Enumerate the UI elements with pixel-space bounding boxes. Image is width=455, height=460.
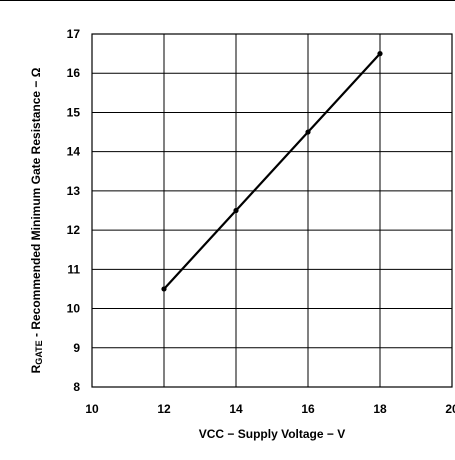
y-tick-label: 17 (67, 27, 81, 41)
y-axis-label-prefix: R (29, 364, 43, 373)
data-point (377, 51, 383, 57)
y-tick-label: 13 (67, 184, 81, 198)
y-tick-label: 15 (67, 105, 81, 119)
grid (92, 34, 452, 387)
y-tick-label: 14 (67, 145, 81, 159)
y-tick-label: 11 (67, 262, 80, 276)
x-tick-label: 20 (445, 402, 455, 416)
series-line (163, 52, 381, 290)
x-tick-label: 16 (301, 402, 315, 416)
x-tick-label: 18 (373, 402, 387, 416)
tick-labels: 10 12 14 16 18 20 8 9 10 11 12 13 14 15 16 17 (67, 27, 455, 416)
x-tick-label: 12 (157, 402, 171, 416)
plot-frame (91, 33, 453, 388)
data-point (233, 207, 239, 214)
x-tick-label: 10 (85, 402, 99, 416)
y-tick-label: 12 (67, 223, 81, 237)
y-tick-label: 8 (73, 380, 80, 394)
y-axis-label-subscript: GATE (34, 340, 44, 364)
y-tick-label: 9 (73, 341, 80, 355)
data-point (305, 129, 311, 135)
x-tick-label: 14 (229, 402, 243, 416)
y-axis-label: RGATE - Recommended Minimum Gate Resista… (29, 67, 44, 373)
y-axis-label-rest: - Recommended Minimum Gate Resistance − … (29, 67, 43, 340)
series-layer (161, 51, 383, 292)
x-axis-label: VCC − Supply Voltage − V (199, 427, 345, 441)
y-tick-label: 10 (67, 302, 81, 316)
y-tick-label: 16 (67, 66, 81, 80)
data-point (161, 286, 167, 292)
top-rule (0, 0, 455, 1)
